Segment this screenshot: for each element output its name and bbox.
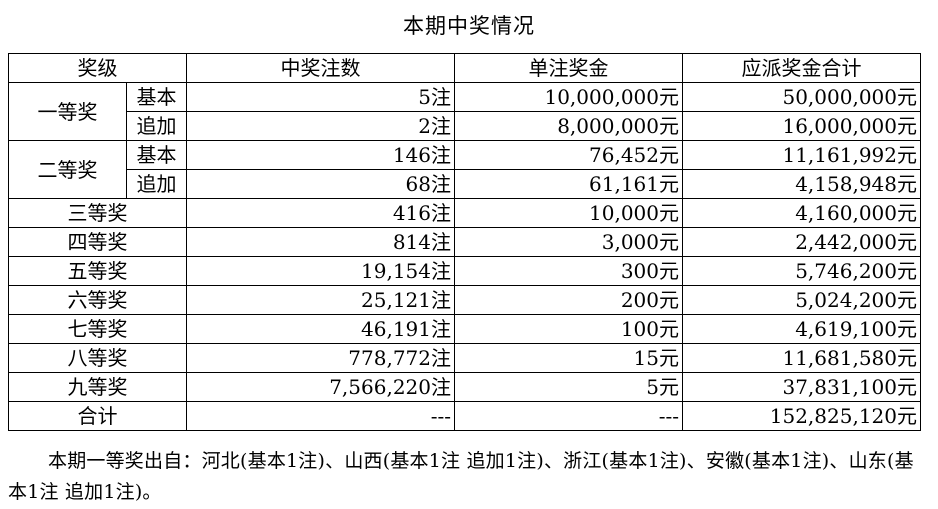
level-cell: 五等奖 (8, 256, 187, 286)
count-cell: 814注 (186, 227, 455, 257)
total-prize-cell: 4,619,100元 (682, 314, 921, 344)
level-cell: 九等奖 (8, 372, 187, 402)
type-cell: 基本 (126, 82, 187, 112)
total-prize-cell: 16,000,000元 (682, 111, 921, 141)
type-cell: 基本 (126, 140, 187, 170)
count-cell: 46,191注 (186, 314, 455, 344)
level-cell: 一等奖 (8, 82, 127, 141)
table-row: 一等奖 基本 5注 10,000,000元 50,000,000元 (8, 82, 921, 141)
level-cell: 二等奖 (8, 140, 127, 199)
count-cell: 5注 (186, 82, 455, 112)
table-row: 四等奖 814注 3,000元 2,442,000元 (8, 227, 921, 257)
count-cell: 25,121注 (186, 285, 455, 315)
total-prize-cell: 2,442,000元 (682, 227, 921, 257)
unit-prize-cell: 100元 (454, 314, 683, 344)
unit-prize-cell: 3,000元 (454, 227, 683, 257)
count-cell: 19,154注 (186, 256, 455, 286)
unit-prize-cell: 15元 (454, 343, 683, 373)
type-cell: 追加 (126, 169, 187, 199)
count-cell: 778,772注 (186, 343, 455, 373)
table-row: 八等奖 778,772注 15元 11,681,580元 (8, 343, 921, 373)
total-prize-cell: 5,746,200元 (682, 256, 921, 286)
level-cell: 六等奖 (8, 285, 187, 315)
total-prize-cell: 4,160,000元 (682, 198, 921, 228)
total-row: 合计 --- --- 152,825,120元 (8, 401, 921, 431)
table-row: 六等奖 25,121注 200元 5,024,200元 (8, 285, 921, 315)
table-row: 三等奖 416注 10,000元 4,160,000元 (8, 198, 921, 228)
table-row: 九等奖 7,566,220注 5元 37,831,100元 (8, 372, 921, 402)
total-prize-cell: 50,000,000元 (682, 82, 921, 112)
level-cell: 三等奖 (8, 198, 187, 228)
unit-prize-cell: 200元 (454, 285, 683, 315)
unit-prize-cell: 61,161元 (454, 169, 683, 199)
header-unit-prize: 单注奖金 (454, 53, 683, 83)
table-header-row: 奖级 中奖注数 单注奖金 应派奖金合计 (8, 53, 921, 83)
count-cell: 68注 (186, 169, 455, 199)
total-prize-cell: 5,024,200元 (682, 285, 921, 315)
prize-table: 奖级 中奖注数 单注奖金 应派奖金合计 一等奖 基本 5注 10,000,000… (8, 53, 921, 431)
total-prize-cell: 37,831,100元 (682, 372, 921, 402)
table-row: 追加 2注 8,000,000元 16,000,000元 (9, 111, 921, 141)
table-row: 二等奖 基本 146注 76,452元 11,161,992元 (8, 140, 921, 199)
table-row: 追加 68注 61,161元 4,158,948元 (9, 169, 921, 199)
total-prize-sum-cell: 152,825,120元 (682, 401, 921, 431)
unit-prize-cell: 300元 (454, 256, 683, 286)
count-cell: 2注 (186, 111, 455, 141)
header-level: 奖级 (8, 53, 187, 83)
table-row: 七等奖 46,191注 100元 4,619,100元 (8, 314, 921, 344)
first-prize-origin-note: 本期一等奖出自：河北(基本1注)、山西(基本1注 追加1注)、浙江(基本1注)、… (8, 450, 914, 503)
total-count-cell: --- (186, 401, 455, 431)
unit-prize-cell: 5元 (454, 372, 683, 402)
table-row: 五等奖 19,154注 300元 5,746,200元 (8, 256, 921, 286)
total-prize-cell: 11,161,992元 (682, 140, 921, 170)
unit-prize-cell: 76,452元 (454, 140, 683, 170)
page-title: 本期中奖情况 (403, 14, 535, 38)
unit-prize-cell: 8,000,000元 (454, 111, 683, 141)
level-cell: 四等奖 (8, 227, 187, 257)
level-cell: 八等奖 (8, 343, 187, 373)
total-prize-cell: 4,158,948元 (682, 169, 921, 199)
header-total-prize: 应派奖金合计 (682, 53, 921, 83)
count-cell: 146注 (186, 140, 455, 170)
unit-prize-cell: 10,000元 (454, 198, 683, 228)
level-cell: 七等奖 (8, 314, 187, 344)
total-label: 合计 (8, 401, 187, 431)
unit-prize-cell: 10,000,000元 (454, 82, 683, 112)
type-cell: 追加 (126, 111, 187, 141)
count-cell: 7,566,220注 (186, 372, 455, 402)
total-unit-prize-cell: --- (454, 401, 683, 431)
total-prize-cell: 11,681,580元 (682, 343, 921, 373)
count-cell: 416注 (186, 198, 455, 228)
header-count: 中奖注数 (186, 53, 455, 83)
